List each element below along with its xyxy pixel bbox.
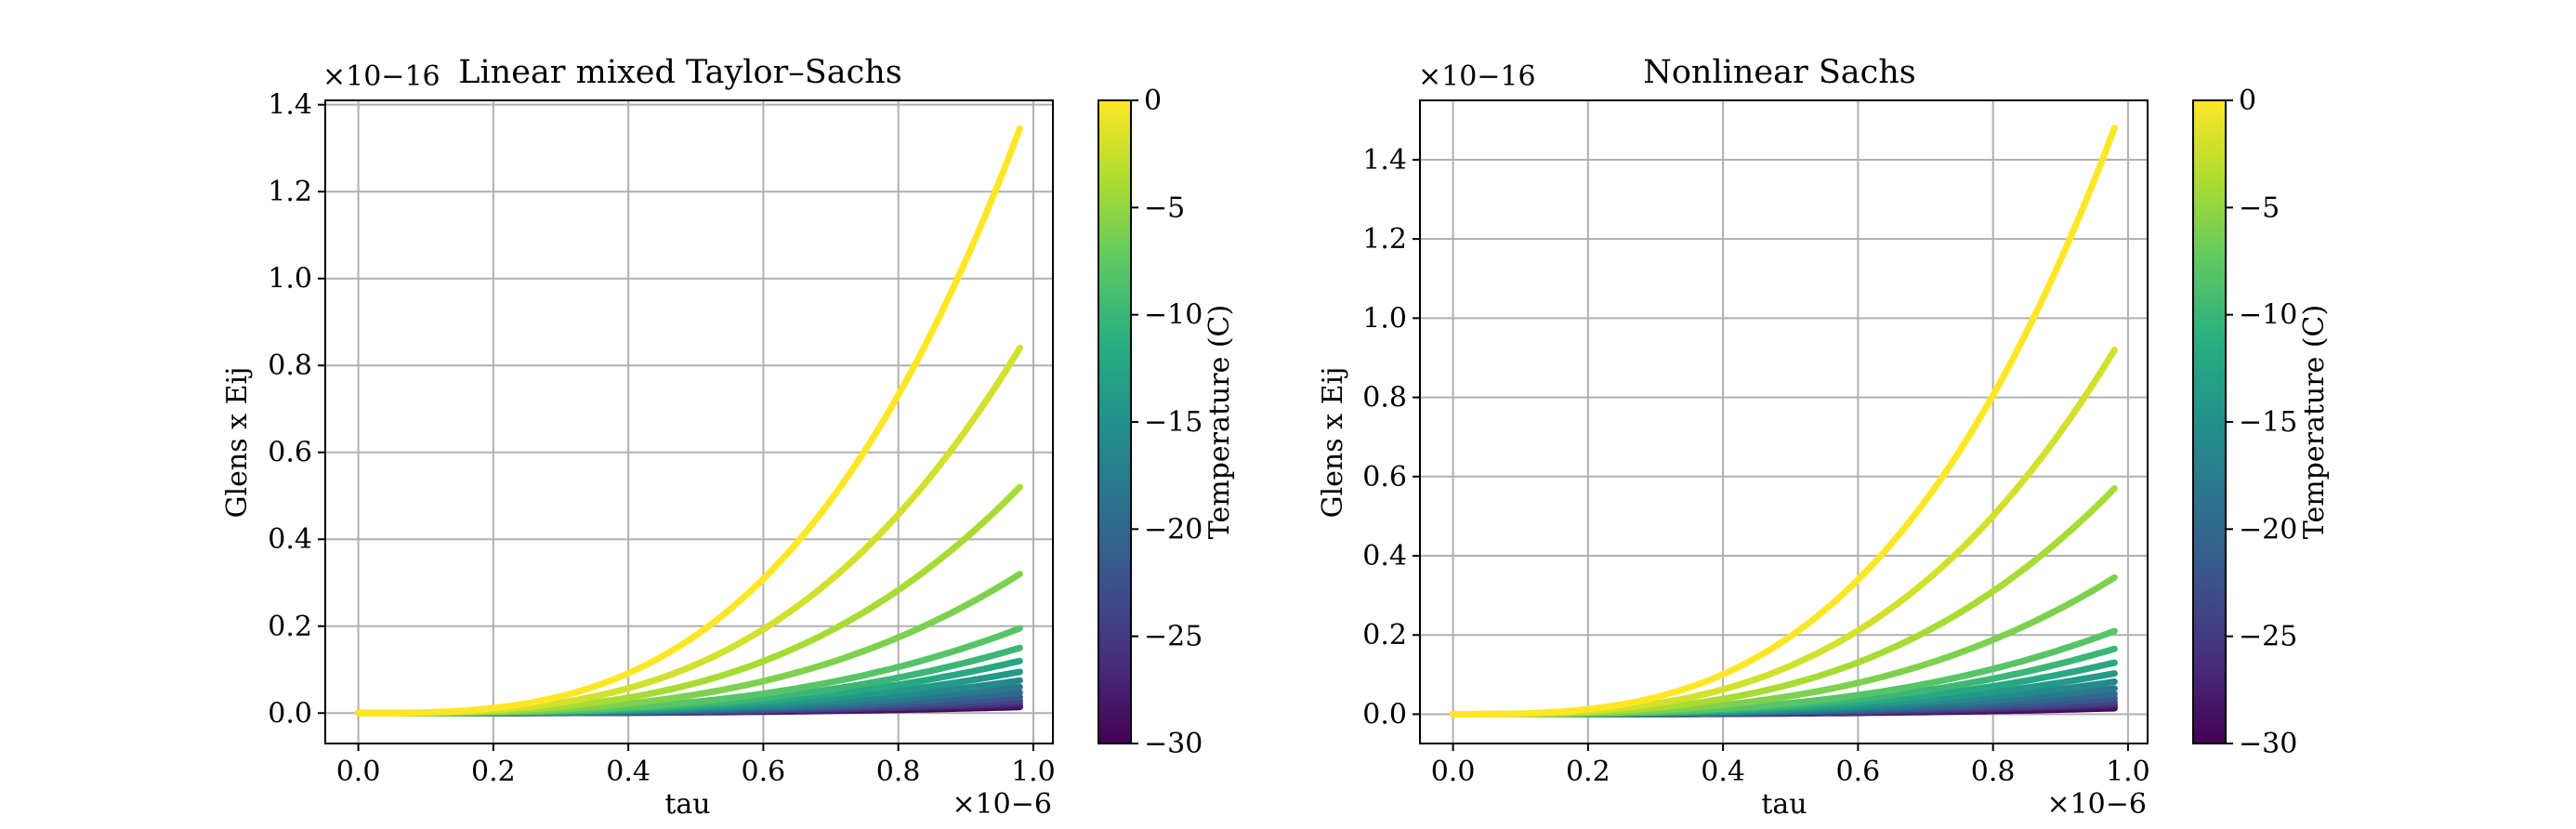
y-tick-label: 1.4 — [268, 89, 312, 122]
series-line — [355, 125, 1023, 717]
y-tick-label: 1.2 — [1362, 223, 1407, 256]
colorbar-tick-label: −30 — [2239, 728, 2297, 760]
colorbar-ticks: 0 −5 −10 −15 −20 −25 −30 — [1131, 85, 1203, 760]
y-axis-label: Glens x Eij — [221, 367, 254, 519]
y-tick-label: 0.6 — [268, 437, 312, 469]
colorbar-tick-label: −25 — [2239, 621, 2297, 653]
x-tick-label: 0.6 — [742, 756, 786, 788]
x-tick-label: 0.8 — [1971, 756, 2016, 788]
colorbar-label: Temperature (C) — [2298, 305, 2331, 539]
colorbar-tick-label: 0 — [1144, 85, 1162, 117]
x-tick-label: 0.4 — [606, 756, 651, 788]
x-tick-label: 0.8 — [876, 756, 921, 788]
colorbar-tick-label: −20 — [1144, 513, 1203, 546]
colorbar-ticks: 0 −5 −10 −15 −20 −25 −30 — [2226, 85, 2297, 760]
x-axis-label: tau — [1761, 788, 1807, 821]
y-tick-label: 0.8 — [268, 349, 312, 382]
colorbar-tick-label: −5 — [1144, 191, 1185, 224]
y-tick-label: 0.0 — [1362, 698, 1407, 730]
y-tick-label: 0.6 — [1362, 461, 1407, 493]
x-tick-label: 1.0 — [2106, 756, 2150, 788]
colorbar-tick-label: −30 — [1144, 728, 1203, 760]
colorbar-tick-label: −25 — [1144, 621, 1203, 653]
y-tick-label: 1.4 — [1362, 144, 1407, 177]
y-tick-label: 0.0 — [268, 697, 312, 730]
axis-ticks: 0.0 0.2 0.4 0.6 0.8 1.0 0.0 0.2 0.4 0.6 0.8 1.0 1.2 1… — [1362, 144, 2150, 788]
y-tick-label: 1.0 — [268, 263, 312, 296]
plot-frame — [1419, 99, 2149, 744]
series-line — [1450, 125, 2118, 717]
chart-panel-linear: Linear mixed Taylor–Sachs ×10−16 ×10−6 t… — [221, 54, 1236, 821]
chart-title: Nonlinear Sachs — [1643, 54, 1916, 91]
x-offset-text: ×10−6 — [2046, 788, 2147, 821]
y-offset-text: ×10−16 — [1418, 60, 1536, 93]
y-tick-label: 1.2 — [268, 176, 312, 208]
y-tick-label: 0.4 — [1362, 540, 1407, 572]
y-offset-text: ×10−16 — [322, 60, 440, 93]
x-tick-label: 0.6 — [1836, 756, 1881, 788]
y-tick-label: 0.2 — [268, 611, 312, 643]
colorbar — [2192, 99, 2227, 744]
x-tick-label: 1.0 — [1011, 756, 1056, 788]
y-tick-label: 0.2 — [1362, 619, 1407, 651]
y-axis-label: Glens x Eij — [1317, 367, 1349, 519]
y-tick-label: 0.4 — [268, 523, 312, 556]
colorbar-tick-label: −10 — [2239, 299, 2297, 332]
colorbar-tick-label: −20 — [2239, 513, 2297, 546]
colorbar-tick-label: −5 — [2239, 191, 2280, 224]
colorbar-tick-label: −15 — [2239, 406, 2297, 439]
x-tick-label: 0.2 — [1566, 756, 1610, 788]
chart-panel-nonlinear: Nonlinear Sachs ×10−16 ×10−6 tau Glens x… — [1317, 54, 2331, 821]
y-tick-label: 0.8 — [1362, 382, 1407, 414]
x-offset-text: ×10−6 — [952, 788, 1052, 821]
axis-ticks: 0.0 0.2 0.4 0.6 0.8 1.0 0.0 0.2 0.4 0.6 0.8 1.0 1.2 1… — [268, 89, 1056, 788]
series-lines — [1450, 125, 2118, 717]
x-tick-label: 0.0 — [336, 756, 381, 788]
colorbar-tick-label: 0 — [2239, 85, 2256, 117]
series-line — [1450, 346, 2118, 717]
x-tick-label: 0.0 — [1431, 756, 1476, 788]
y-tick-label: 1.0 — [1362, 302, 1407, 335]
grid — [1420, 100, 2148, 743]
x-axis-label: tau — [664, 788, 710, 821]
grid — [325, 100, 1053, 743]
plot-frame — [324, 99, 1054, 744]
colorbar — [1097, 99, 1132, 744]
x-tick-label: 0.2 — [471, 756, 516, 788]
colorbar-tick-label: −10 — [1144, 299, 1203, 332]
x-tick-label: 0.4 — [1701, 756, 1745, 788]
colorbar-tick-label: −15 — [1144, 406, 1203, 439]
chart-title: Linear mixed Taylor–Sachs — [458, 54, 902, 91]
colorbar-label: Temperature (C) — [1203, 305, 1236, 539]
series-lines — [355, 125, 1023, 717]
